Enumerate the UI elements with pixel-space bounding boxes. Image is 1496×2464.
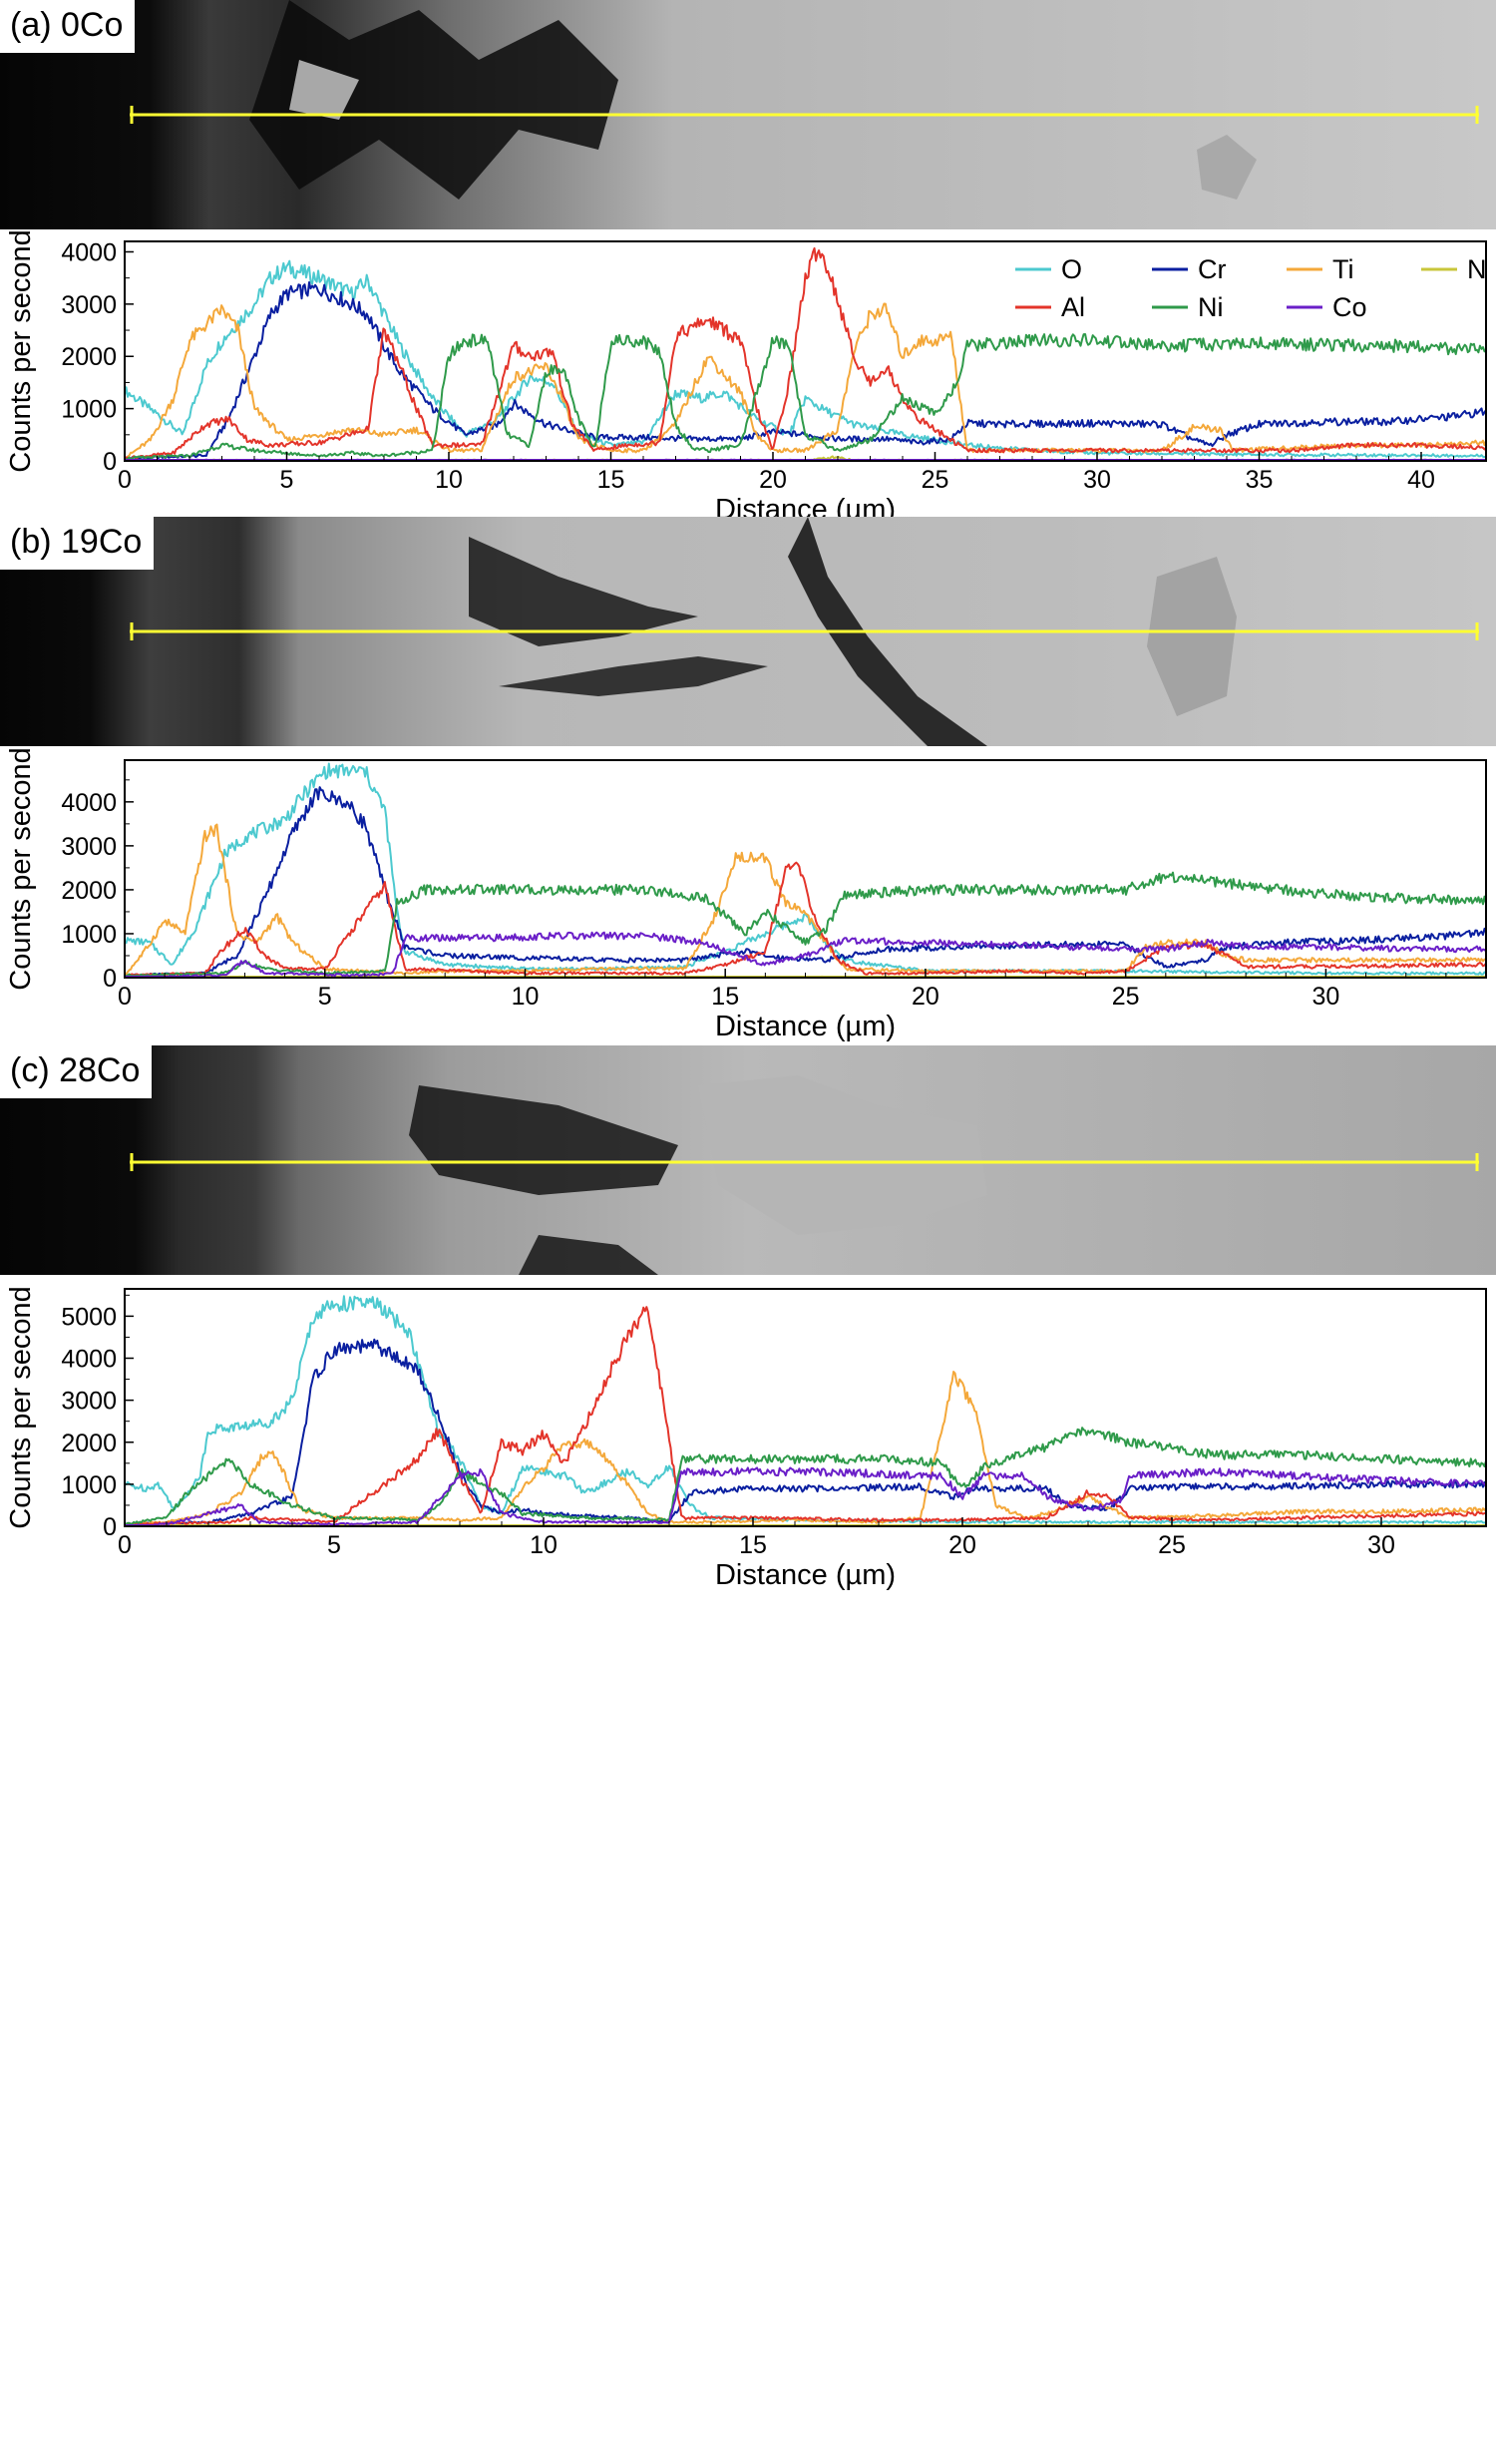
x-tick-label: 5 [318, 983, 332, 1011]
legend-item-cr: Cr [1152, 254, 1227, 284]
y-tick-label: 4000 [61, 1346, 117, 1374]
x-tick-label: 5 [280, 466, 294, 494]
series-al-line [124, 1306, 1487, 1526]
micrograph-c-image [0, 1045, 1496, 1275]
y-axis-title: Counts per second [5, 229, 37, 472]
chart-c: 0 5 10 15 20 25 30 0 1000 2000 3000 4000 5000 Distanc… [0, 1277, 1496, 1591]
y-tick-label: 0 [103, 965, 117, 993]
y-tick-label: 3000 [61, 1388, 117, 1416]
series-al-line [124, 861, 1487, 978]
series-o-line [124, 259, 1487, 459]
x-axis-title: Distance (µm) [715, 1011, 896, 1042]
legend-item-ti: Ti [1287, 254, 1354, 284]
chart-b: 0 5 10 15 20 25 30 0 1000 2000 3000 4000 Distance (µ… [0, 747, 1496, 1042]
x-axis-title: Distance (µm) [715, 1559, 896, 1591]
y-tick-label: 1000 [61, 1471, 117, 1499]
y-tick-label: 2000 [61, 1430, 117, 1457]
panel-label-b: (b) 19Co [0, 517, 155, 570]
legend-label: Co [1332, 292, 1367, 322]
legend-label: Cr [1198, 254, 1227, 284]
series-o-line [124, 1295, 1486, 1524]
y-tick-label: 4000 [61, 789, 117, 817]
legend-item-co: Co [1287, 292, 1367, 322]
legend-label: Ti [1332, 254, 1354, 284]
series-ti-line [124, 1371, 1487, 1526]
legend-label: O [1061, 254, 1082, 284]
legend-item-al: Al [1015, 292, 1085, 322]
y-tick-label: 0 [103, 1513, 117, 1541]
x-tick-label: 25 [1112, 983, 1140, 1011]
series-ti-line [124, 302, 1487, 461]
y-tick-label: 3000 [61, 291, 117, 319]
x-tick-label: 0 [118, 1531, 132, 1559]
y-axis-title: Counts per second [5, 747, 37, 990]
chart-c-svg: 0 5 10 15 20 25 30 0 1000 2000 3000 4000 5000 Distanc… [5, 1286, 1487, 1591]
x-tick-label: 5 [327, 1531, 341, 1559]
x-tick-label: 20 [912, 983, 939, 1011]
x-tick-label: 30 [1083, 466, 1111, 494]
x-tick-label: 10 [530, 1531, 558, 1559]
series-co-line [125, 931, 1487, 978]
y-tick-label: 5000 [61, 1303, 117, 1331]
x-tick-label: 30 [1367, 1531, 1395, 1559]
series-ni-line [124, 333, 1487, 461]
x-tick-label: 20 [948, 1531, 976, 1559]
x-tick-label: 0 [118, 466, 132, 494]
x-tick-label: 40 [1407, 466, 1435, 494]
chart-a-svg: 0 5 10 15 20 25 30 35 4001000200030004000Distanc… [5, 229, 1487, 526]
x-tick-label: 25 [1158, 1531, 1186, 1559]
x-tick-label: 0 [118, 983, 132, 1011]
y-tick-label: 0 [103, 448, 117, 476]
micrograph-b-image [0, 517, 1496, 746]
x-tick-label: 30 [1312, 983, 1340, 1011]
chart-b-svg: 0 5 10 15 20 25 30 0 1000 2000 3000 4000 Distance (µ… [5, 747, 1487, 1042]
series-cr-line [124, 786, 1487, 978]
legend-item-ni: Ni [1152, 292, 1224, 322]
y-tick-label: 4000 [61, 238, 117, 266]
micrograph-a: (a) 0Co [0, 0, 1496, 229]
legend-label: Ni [1198, 292, 1224, 322]
panel-label-c: (c) 28Co [0, 1045, 153, 1098]
y-tick-label: 3000 [61, 833, 117, 861]
series-ni-line [124, 1427, 1487, 1525]
y-tick-label: 1000 [61, 921, 117, 949]
x-tick-label: 20 [759, 466, 787, 494]
micrograph-b: (b) 19Co [0, 517, 1496, 746]
legend-item-n: N [1421, 254, 1487, 284]
series-cr-line [124, 1338, 1487, 1526]
y-tick-label: 2000 [61, 343, 117, 371]
x-tick-label: 15 [739, 1531, 767, 1559]
y-tick-label: 1000 [61, 396, 117, 424]
micrograph-a-image [0, 0, 1496, 229]
series-ni-line [124, 871, 1487, 978]
chart-a: 0 5 10 15 20 25 30 35 40 0 1000 2000 3000 4000 Distanc… [0, 229, 1496, 526]
series-co-line [125, 1466, 1487, 1526]
plot-frame [124, 1288, 1487, 1527]
x-tick-label: 35 [1246, 466, 1274, 494]
micrograph-c: (c) 28Co [0, 1045, 1496, 1275]
x-tick-label: 15 [711, 983, 739, 1011]
x-tick-label: 25 [922, 466, 949, 494]
legend-item-o: O [1015, 254, 1082, 284]
legend-label: Al [1061, 292, 1085, 322]
x-tick-label: 10 [435, 466, 463, 494]
y-axis-title: Counts per second [5, 1286, 37, 1528]
y-tick-label: 2000 [61, 877, 117, 905]
x-tick-label: 10 [512, 983, 540, 1011]
series-ti-line [124, 823, 1487, 976]
legend-label: N [1467, 254, 1487, 284]
panel-label-a: (a) 0Co [0, 0, 136, 53]
x-tick-label: 15 [597, 466, 625, 494]
